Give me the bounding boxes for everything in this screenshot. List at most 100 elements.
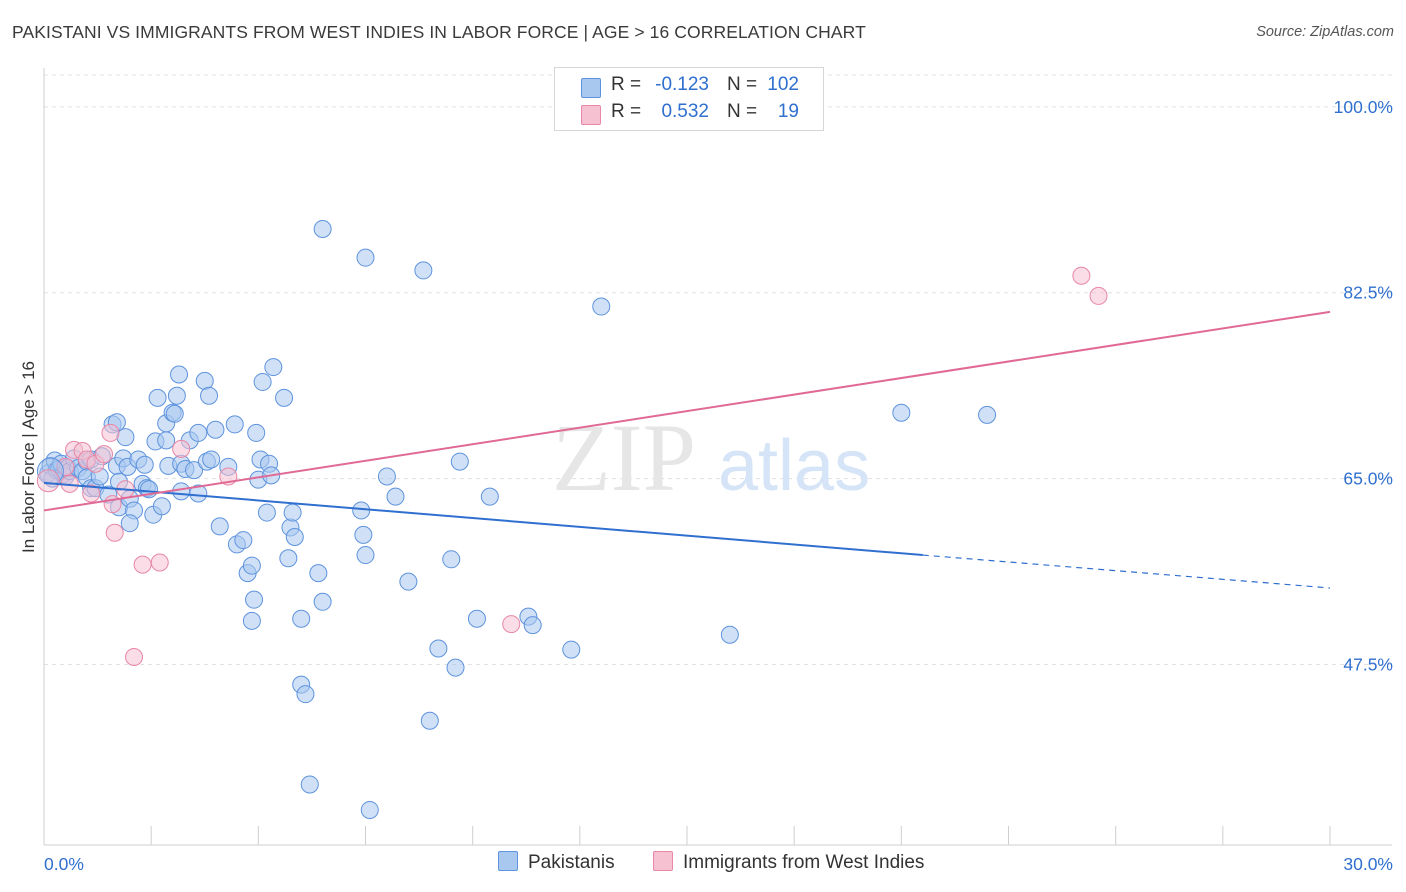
pakistanis-point: [442, 550, 461, 569]
pakistanis-point: [480, 487, 499, 506]
pakistanis-trend-line: [43, 481, 923, 557]
r-value-pakistanis: -0.123: [655, 74, 709, 95]
pakistanis-point: [189, 484, 208, 503]
pakistanis-point: [120, 514, 139, 533]
r-label: R =: [611, 101, 647, 122]
y-tick-label: 100.0%: [1334, 97, 1393, 117]
legend-swatch-west-indies: [581, 105, 601, 125]
pakistanis-point: [245, 590, 264, 609]
pakistanis-point: [467, 609, 486, 628]
pakistanis-point: [386, 487, 405, 506]
n-label: N =: [727, 101, 763, 122]
pakistanis-point: [165, 404, 184, 423]
pakistanis-point: [360, 800, 379, 819]
n-value-pakistanis: 102: [767, 74, 799, 95]
pakistanis-point: [285, 528, 304, 546]
y-axis-label: In Labor Force | Age > 16: [19, 361, 38, 553]
source-label: Source: ZipAtlas.com: [1256, 24, 1394, 40]
pakistanis-point: [300, 775, 319, 794]
data-points: [36, 220, 1108, 819]
pakistanis-point: [377, 467, 396, 486]
pakistanis-point: [978, 405, 997, 424]
pakistanis-point: [592, 297, 611, 316]
pakistanis-point: [242, 611, 261, 630]
pakistanis-point: [185, 461, 204, 480]
pakistanis-point: [313, 220, 332, 238]
pakistanis-point: [450, 452, 469, 471]
west-indies-trend-line: [43, 310, 1331, 512]
west-indies-point: [133, 555, 152, 574]
pakistanis-point: [275, 388, 294, 407]
x-tick-label: 0.0%: [44, 854, 84, 874]
west-indies-point: [1072, 266, 1091, 285]
west-indies-point: [105, 523, 124, 542]
legend-swatch-pakistanis: [498, 851, 518, 871]
pakistanis-point: [234, 531, 253, 550]
pakistanis-point: [206, 420, 225, 439]
west-indies-cluster-point: [36, 469, 60, 493]
y-tick-label: 65.0%: [1343, 469, 1393, 489]
axes: [43, 68, 1392, 846]
pakistanis-point: [429, 639, 448, 658]
tick-labels: 100.0% 82.5% 65.0% 47.5% 0.0% 30.0%: [44, 97, 1393, 874]
pakistanis-point: [399, 572, 418, 591]
west-indies-point: [502, 615, 521, 634]
pakistanis-point: [446, 658, 465, 677]
pakistanis-point: [189, 423, 208, 442]
pakistanis-point: [225, 415, 244, 434]
watermark: ZIP atlas: [552, 404, 870, 511]
pakistanis-point: [356, 546, 375, 565]
bottom-legend-west-indies: Immigrants from West Indies: [653, 851, 924, 874]
pakistanis-point: [414, 261, 433, 280]
pakistanis-point: [356, 248, 375, 267]
west-indies-point: [82, 484, 101, 503]
pakistanis-point: [247, 423, 266, 442]
pakistanis-point: [200, 386, 219, 405]
pakistanis-point: [720, 625, 739, 644]
pakistanis-point: [242, 556, 261, 575]
bottom-legend-pakistanis: Pakistanis: [498, 851, 615, 874]
legend-label-west-indies: Immigrants from West Indies: [683, 852, 925, 873]
legend-swatch-west-indies: [653, 851, 673, 871]
stats-legend: R = -0.123 N = 102 R = 0.532 N = 19: [554, 67, 824, 131]
pakistanis-point: [892, 403, 911, 422]
pakistanis-point: [172, 482, 191, 501]
n-value-west-indies: 19: [777, 101, 799, 122]
west-indies-point: [125, 648, 144, 667]
chart-title: PAKISTANI VS IMMIGRANTS FROM WEST INDIES…: [12, 22, 866, 42]
pakistanis-point: [296, 685, 315, 704]
x-tick-label: 30.0%: [1343, 854, 1393, 874]
pakistanis-point: [420, 711, 439, 730]
pakistanis-point: [167, 386, 186, 405]
west-indies-point: [95, 445, 114, 464]
legend-label-pakistanis: Pakistanis: [528, 852, 615, 873]
pakistanis-point: [152, 497, 171, 516]
trend-lines: [43, 310, 1331, 589]
y-tick-label: 47.5%: [1343, 654, 1393, 674]
pakistanis-point: [148, 388, 167, 407]
pakistanis-point: [283, 503, 302, 522]
pakistanis-point: [562, 640, 581, 659]
pakistanis-point: [195, 371, 214, 390]
pakistanis-point: [170, 365, 189, 384]
pakistanis-point: [354, 525, 373, 544]
pakistanis-point: [352, 501, 371, 520]
n-label: N =: [727, 74, 763, 95]
west-indies-point: [1089, 286, 1108, 305]
pakistanis-point: [116, 428, 135, 447]
r-value-west-indies: 0.532: [661, 101, 709, 122]
pakistanis-point: [157, 431, 176, 450]
pakistanis-point: [264, 358, 283, 377]
r-label: R =: [611, 74, 647, 95]
pakistanis-point: [135, 455, 154, 474]
legend-row-west-indies: R = 0.532 N = 19: [555, 101, 823, 127]
west-indies-point: [56, 457, 75, 476]
y-tick-label: 82.5%: [1343, 283, 1393, 303]
legend-swatch-pakistanis: [581, 78, 601, 98]
pakistanis-point: [292, 609, 311, 628]
pakistanis-point: [210, 517, 229, 536]
pakistanis-point: [313, 592, 332, 611]
pakistanis-point: [253, 372, 272, 391]
west-indies-point: [172, 439, 191, 458]
